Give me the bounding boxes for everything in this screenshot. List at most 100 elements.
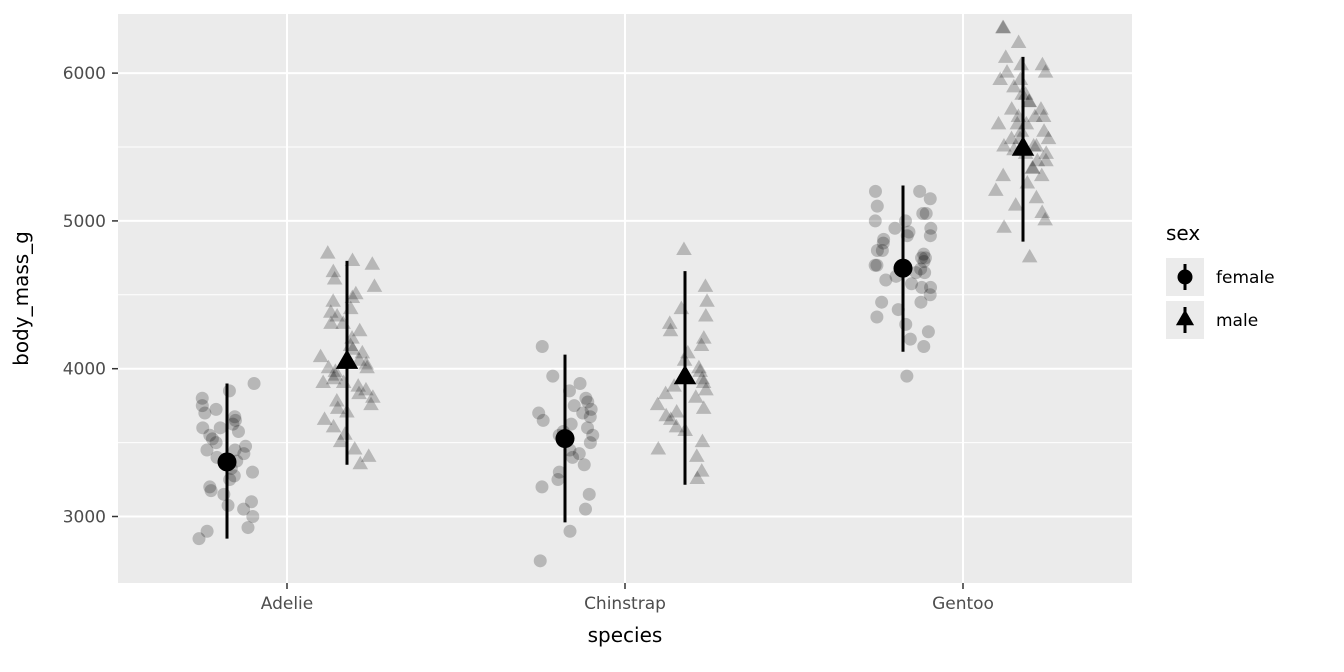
jitter-point bbox=[868, 214, 882, 228]
jitter-point bbox=[326, 271, 343, 285]
jitter-point bbox=[576, 406, 590, 420]
jitter-point bbox=[662, 322, 679, 337]
jitter-point bbox=[1038, 152, 1054, 167]
jitter-point bbox=[688, 448, 705, 462]
jitter-point bbox=[364, 256, 381, 270]
jitter-point bbox=[346, 440, 363, 455]
jitter-point bbox=[351, 322, 368, 337]
jitter-point bbox=[227, 469, 241, 483]
jitter-point bbox=[329, 400, 346, 414]
jitter-point bbox=[209, 436, 223, 450]
pointrange-gentoo-male bbox=[1011, 56, 1035, 242]
jitter-point bbox=[316, 411, 333, 425]
mean-marker-triangle bbox=[673, 364, 697, 385]
pointrange-adelie-female bbox=[217, 383, 237, 539]
jitter-point bbox=[666, 378, 682, 392]
jitter-point bbox=[691, 359, 707, 374]
y-tick-label: 4000 bbox=[63, 360, 106, 380]
x-tick-label-gentoo: Gentoo bbox=[932, 594, 994, 614]
jitter-point bbox=[990, 115, 1007, 130]
jitter-point bbox=[1024, 160, 1041, 174]
jitter-point bbox=[899, 214, 913, 228]
jitter-point bbox=[247, 376, 261, 390]
jitter-point bbox=[1037, 211, 1053, 226]
pointrange-chinstrap-male bbox=[673, 271, 697, 485]
jitter-point bbox=[351, 352, 368, 366]
jitter-point bbox=[1027, 108, 1043, 122]
jitter-point bbox=[1035, 108, 1052, 122]
jitter-point bbox=[354, 344, 371, 359]
jitter-point bbox=[241, 521, 255, 535]
jitter-point bbox=[919, 207, 933, 221]
jitter-point bbox=[536, 413, 550, 427]
jitter-point bbox=[228, 410, 242, 424]
y-axis-title: body_mass_g bbox=[9, 231, 33, 366]
jitter-point bbox=[533, 554, 547, 568]
legend-label-male: male bbox=[1216, 311, 1258, 331]
pointrange-gentoo-female bbox=[893, 185, 913, 352]
jitter-point bbox=[325, 293, 341, 307]
jitter-point bbox=[366, 278, 383, 292]
jitter-point bbox=[903, 332, 917, 346]
jitter-point bbox=[921, 325, 935, 339]
jitter-point bbox=[995, 167, 1011, 182]
jitter-point bbox=[363, 396, 379, 411]
jitter-point bbox=[332, 433, 349, 448]
jitter-point bbox=[360, 448, 377, 462]
jitter-point bbox=[995, 19, 1012, 34]
jitter-point bbox=[322, 304, 339, 318]
jitter-point bbox=[1034, 56, 1051, 71]
jitter-point bbox=[337, 426, 353, 440]
legend-title: sex bbox=[1166, 221, 1200, 245]
jitter-point bbox=[226, 417, 240, 431]
jitter-point bbox=[914, 295, 928, 309]
jitter-point bbox=[552, 465, 566, 479]
jitter-point bbox=[1028, 138, 1045, 152]
jitter-point bbox=[868, 258, 882, 272]
jitter-point bbox=[577, 458, 591, 472]
jitter-point bbox=[870, 258, 884, 272]
jitter-point bbox=[579, 502, 593, 516]
jitter-point bbox=[320, 359, 337, 374]
jitter-point bbox=[329, 392, 345, 407]
jitter-point bbox=[209, 402, 223, 416]
jitter-point bbox=[551, 473, 565, 487]
jitter-point bbox=[1013, 123, 1030, 137]
jitter-point bbox=[584, 402, 598, 416]
y-tick-label: 3000 bbox=[63, 507, 106, 527]
jitter-point bbox=[579, 391, 593, 405]
jitter-point bbox=[693, 463, 710, 477]
jitter-point bbox=[909, 266, 923, 280]
jitter-point bbox=[1003, 101, 1020, 115]
jitter-point bbox=[923, 192, 937, 206]
jitter-point bbox=[992, 71, 1008, 86]
jitter-point bbox=[693, 337, 710, 352]
jitter-point bbox=[205, 432, 219, 446]
jitter-point bbox=[204, 484, 218, 498]
jitter-point bbox=[870, 199, 884, 213]
jitter-point bbox=[348, 285, 364, 300]
jitter-point bbox=[924, 280, 938, 294]
jitter-point bbox=[875, 295, 889, 309]
jitter-point bbox=[566, 450, 580, 464]
jitter-point bbox=[916, 207, 930, 221]
jitter-point bbox=[327, 367, 344, 381]
jitter-point bbox=[697, 278, 714, 292]
jitter-point bbox=[657, 385, 674, 400]
jitter-point bbox=[1007, 197, 1024, 211]
jitter-point bbox=[1033, 101, 1049, 115]
mean-marker-circle bbox=[893, 258, 913, 278]
legend-label-female: female bbox=[1216, 268, 1275, 288]
jitter-point bbox=[699, 293, 715, 307]
jitter-point bbox=[327, 363, 344, 377]
jitter-point bbox=[203, 428, 217, 442]
jitter-point bbox=[358, 381, 374, 396]
jitter-point bbox=[914, 262, 928, 276]
jitter-point bbox=[239, 439, 253, 453]
jitter-point bbox=[923, 229, 937, 243]
jitter-point bbox=[1013, 56, 1029, 71]
jitter-point bbox=[1010, 34, 1027, 49]
jitter-point bbox=[203, 480, 217, 494]
jitter-point bbox=[875, 243, 889, 257]
jitter-point bbox=[192, 532, 206, 546]
